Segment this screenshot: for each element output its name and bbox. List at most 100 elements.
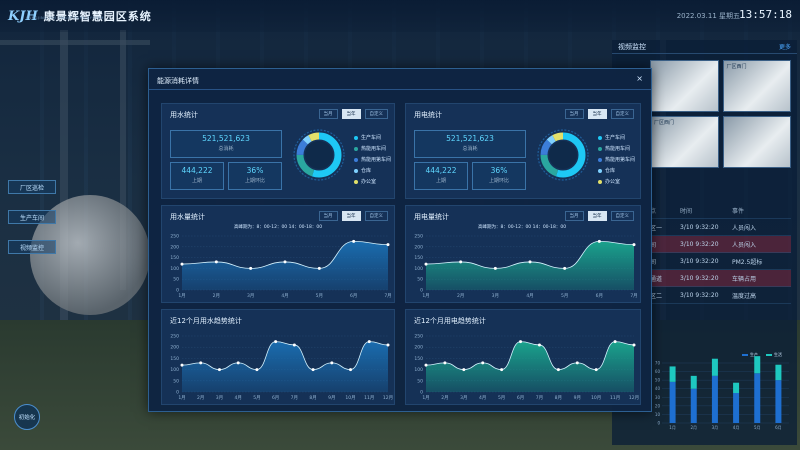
legend-item: 热能用第车间 [354,156,391,163]
x-tick-label: 2月 [441,395,448,401]
peak-note: 高峰期为：8：00-12：00 14：00-18：00 [478,225,567,230]
x-tick-label: 1月 [422,293,429,299]
x-tick-label: 3月 [216,395,223,401]
power-legend: 生产车间 热能用车间 热能用第车间 仓库 办公室 [598,134,635,185]
event-row[interactable]: 通道 3/10 9:32:20 车辆占用 [650,270,791,287]
segment-control: 当月 当年 自定义 [564,211,634,221]
x-tick-label: 6月 [350,293,357,299]
x-tick-label: 12月 [629,395,639,401]
power-stats-card: 用电统计 当月 当年 自定义 521,521,623 总消耗 444,222 上… [405,103,641,199]
seg-year[interactable]: 当年 [341,109,361,119]
seg-month[interactable]: 当月 [564,109,584,119]
legend-item: 办公室 [354,178,391,185]
top-bar: KJH 康景辉智慧园区系统 KANGJING HUI SMART PARK SY… [0,0,800,32]
x-tick-label: 10月 [591,395,601,401]
total-stat: 521,521,623 总消耗 [170,130,282,158]
nav-item-workshop[interactable]: 生产车间 [8,210,56,224]
y-tick-label: 30 [655,395,661,400]
bar [669,381,676,423]
power-stats-title: 用电统计 [414,111,442,119]
x-tick-label: 4月 [479,395,486,401]
video-feed[interactable]: 厂区西门 [650,116,719,168]
y-tick-label: 50 [417,378,423,384]
seg-year[interactable]: 当年 [587,109,607,119]
data-point [214,260,218,264]
init-button[interactable]: 初始化 [14,404,40,430]
seg-month[interactable]: 当月 [318,211,338,221]
bar [775,364,782,381]
video-more-link[interactable]: 更多 [778,44,791,51]
video-feed[interactable]: 厂区西门 [722,60,791,112]
clock: 13:57:18 [739,8,792,21]
video-feed[interactable] [722,116,791,168]
bar [754,356,761,374]
app-subtitle: KANGJING HUI SMART PARK SYSTEM [26,16,104,20]
x-tick-label: 11月 [610,395,620,401]
legend-item: 仓库 [354,167,391,174]
seg-year[interactable]: 当年 [587,211,607,221]
y-tick-label: 100 [414,266,423,272]
event-table-header: 点 时间 事件 [650,202,791,219]
data-point [180,363,184,367]
data-point [424,262,428,266]
seg-year[interactable]: 当年 [341,211,361,221]
x-tick-label: 7月 [384,293,391,299]
data-point [459,260,463,264]
x-tick-label: 3月 [460,395,467,401]
event-row[interactable]: 间 3/10 9:32:20 人员闯入 [650,236,791,253]
x-tick-label: 1月 [178,395,185,401]
y-tick-label: 250 [170,234,179,240]
event-row[interactable]: 间 3/10 9:32:20 PM2.5超标 [650,253,791,270]
data-point [330,361,334,365]
donut-slice [296,132,342,178]
logo: KJH 康景辉智慧园区系统 [8,8,152,24]
water-monthly-chart: 0 50 100 150 200 250 1月 2月 3月 4月 5月 6月 7月 [170,234,391,300]
data-point [180,262,184,266]
seg-custom[interactable]: 自定义 [610,109,634,119]
data-point [255,368,259,372]
x-tick-label: 8月 [309,395,316,401]
x-tick-label: 11月 [364,395,374,401]
water-stats-title: 用水统计 [170,111,198,119]
ratio-stat: 36% 上期环比 [228,162,282,190]
close-icon[interactable]: × [636,74,643,83]
top-status: 2022.03.11 星期五 [677,11,740,21]
y-tick-label: 20 [655,403,661,408]
nav-item-video[interactable]: 视频监控 [8,240,56,254]
y-tick-label: 150 [170,255,179,261]
prev-stat: 444,222 上期 [414,162,468,190]
bar [690,388,697,423]
video-feed[interactable] [650,60,719,112]
x-tick-label: 2月 [690,425,697,430]
seg-month[interactable]: 当月 [318,109,338,119]
prev-stat: 444,222 上期 [170,162,224,190]
y-tick-label: 200 [170,244,179,250]
nav-item-inspection[interactable]: 厂区巡检 [8,180,56,194]
event-row[interactable]: 区一 3/10 9:32:20 人员闯入 [650,219,791,236]
energy-modal: 能源消耗详情 × 用水统计 当月 当年 自定义 521,521,623 总消耗 … [148,68,652,412]
x-tick-label: 10月 [345,395,355,401]
y-tick-label: 10 [655,412,661,417]
water-trend-chart: 0 50 100 150 200 250 1月 2月 3月 4月 5月 6月 7月 8月 9月 10月 11月 1… [170,334,393,402]
date-text: 2022.03.11 星期五 [676,12,740,20]
bar [775,380,782,423]
y-tick-label: 60 [655,369,661,374]
bar [711,375,718,423]
legend-item: 仓库 [598,167,635,174]
y-tick-label: 0 [176,390,179,396]
seg-custom[interactable]: 自定义 [364,211,388,221]
seg-custom[interactable]: 自定义 [364,109,388,119]
bar-chart: 0 10 20 30 40 50 60 70 生产 生活 1月 2月 3月 4月 5月 6月 [655,351,789,430]
data-point [537,343,541,347]
area-fill [426,241,634,290]
seg-month[interactable]: 当月 [564,211,584,221]
seg-custom[interactable]: 自定义 [610,211,634,221]
data-point [519,340,523,344]
data-point [594,368,598,372]
power-trend-title: 近12个月用电趋势统计 [414,317,486,325]
y-tick-label: 40 [655,386,661,391]
event-row[interactable]: 区二 3/10 9:32:20 温度过高 [650,287,791,304]
video-grid: 厂区西门 厂区西门 [612,54,797,168]
legend-item: 生产车间 [598,134,635,141]
x-tick-label: 5月 [561,293,568,299]
